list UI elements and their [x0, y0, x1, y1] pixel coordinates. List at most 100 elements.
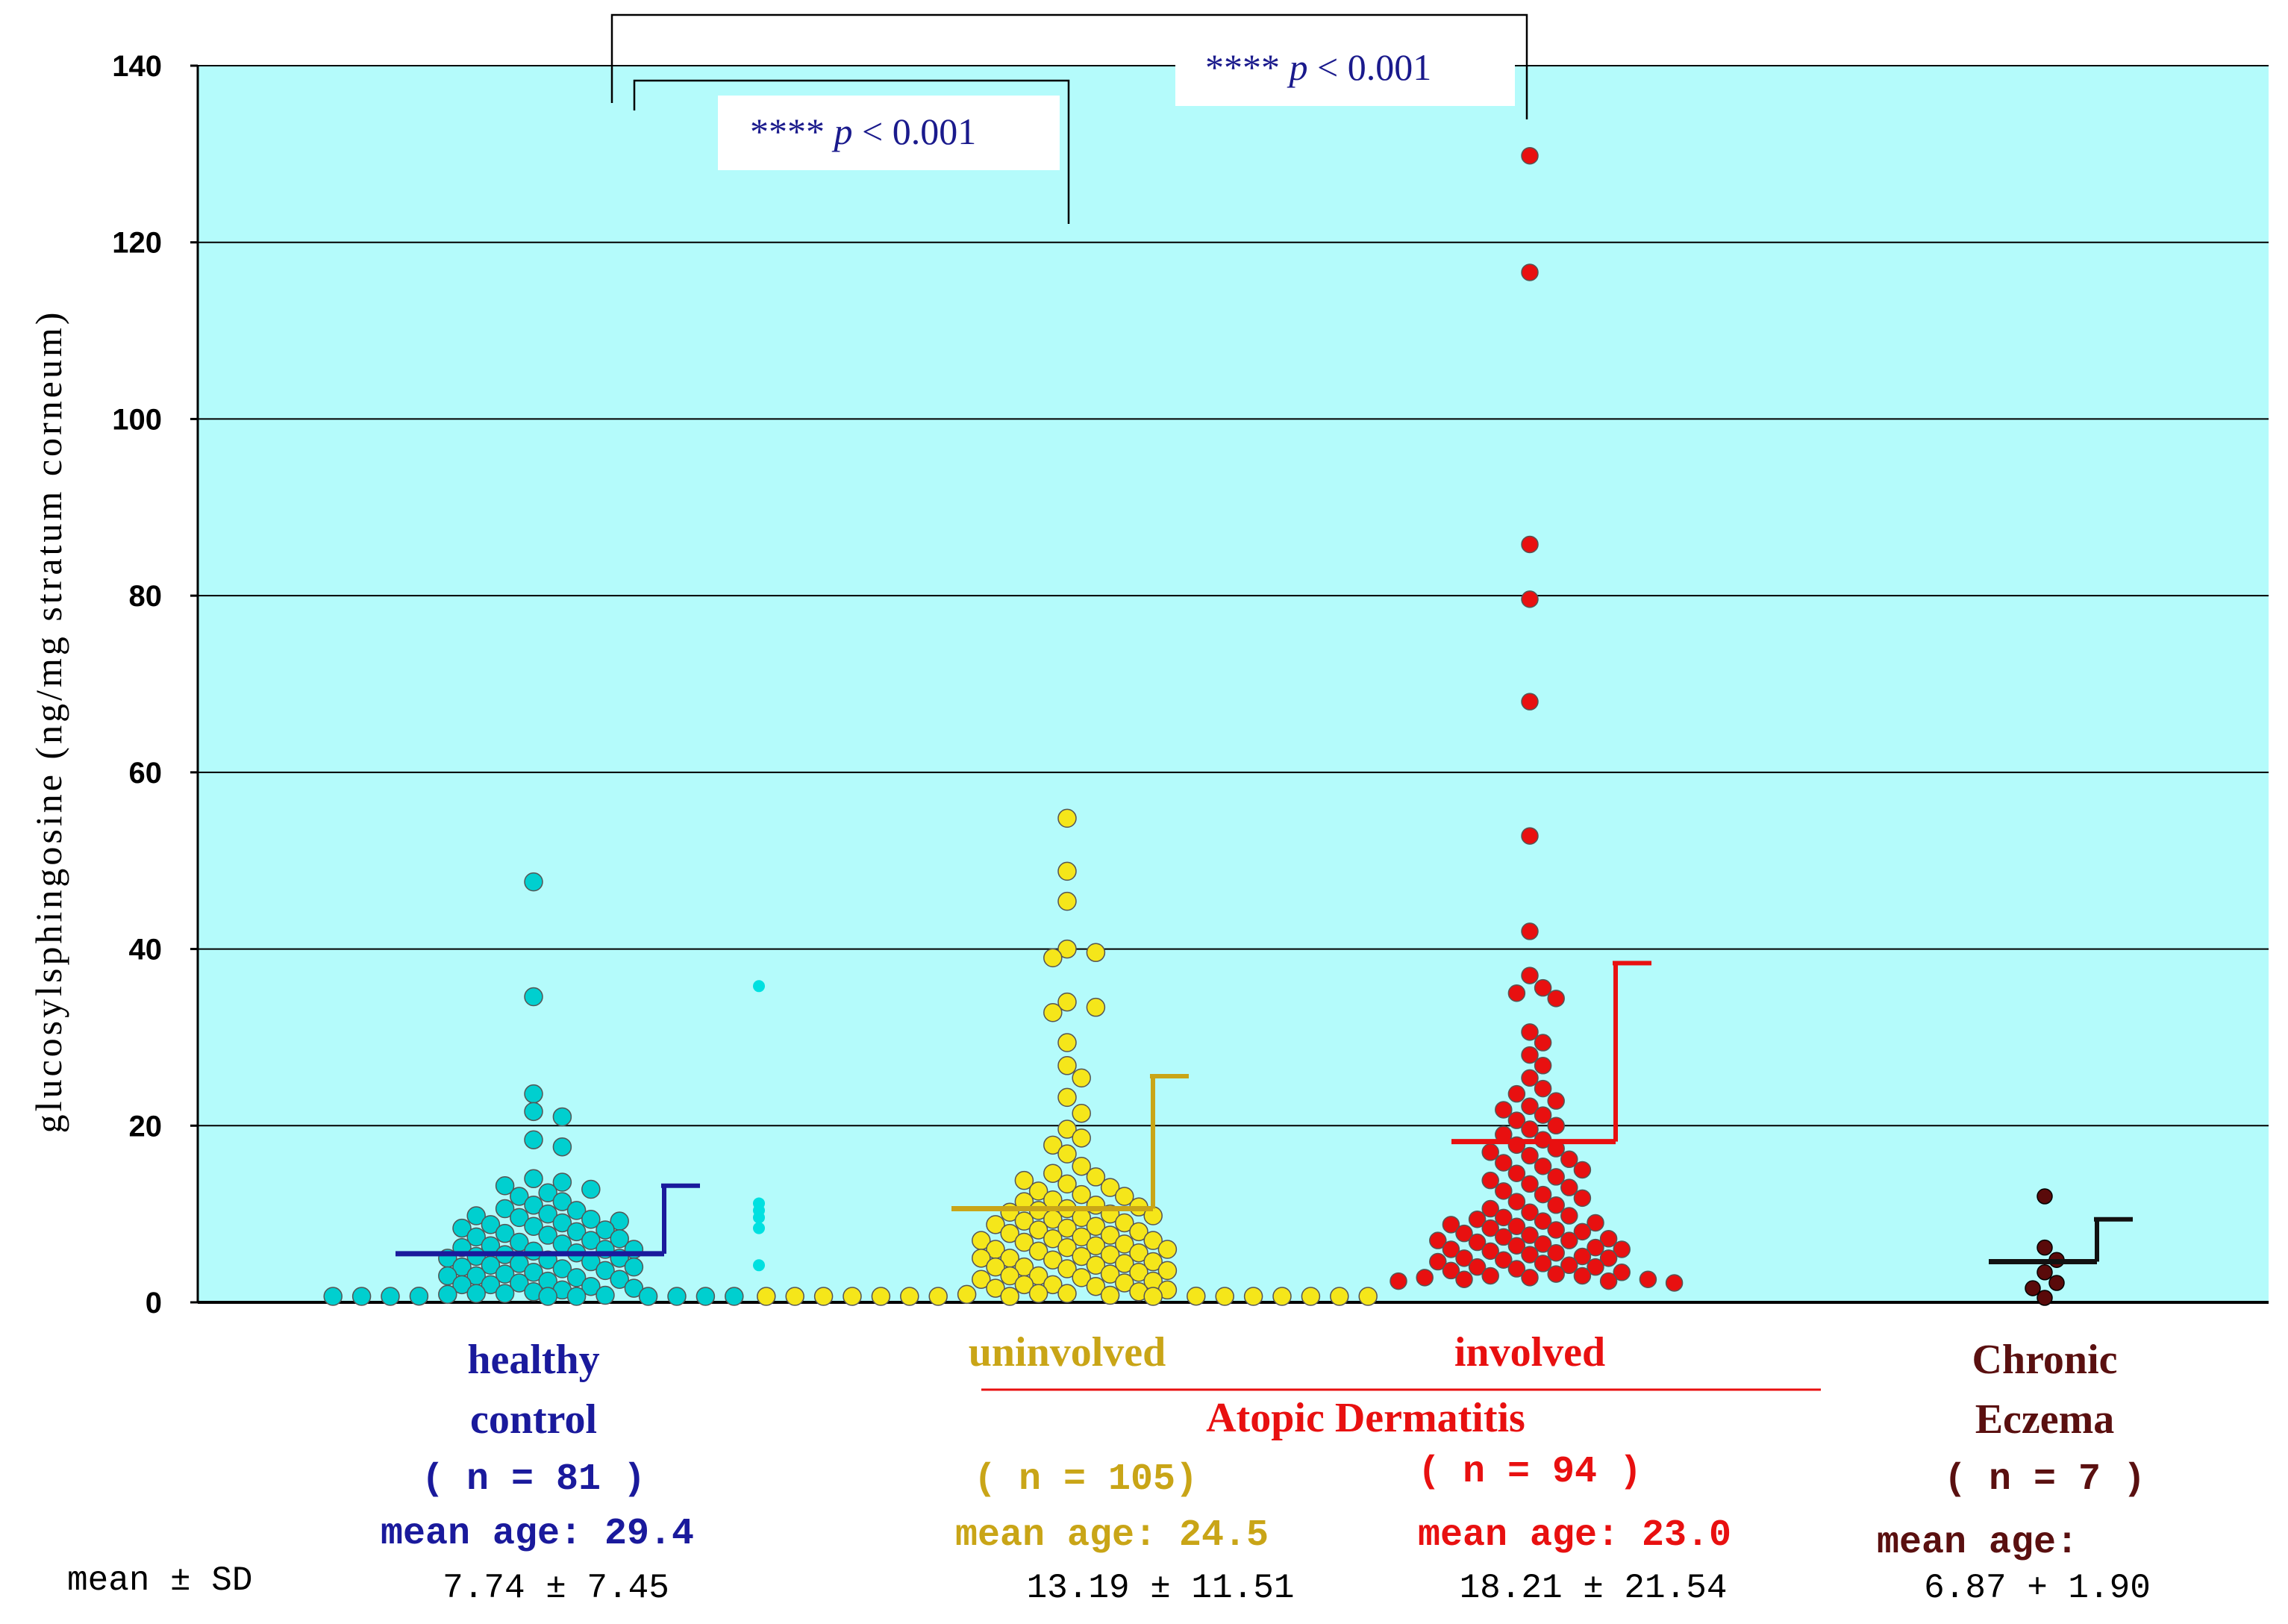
- involved-point-68: [1613, 1240, 1631, 1258]
- uninvolved-point-48: [1043, 1229, 1063, 1249]
- healthy-point-62: [452, 1275, 472, 1295]
- uninvolved-point-89: [1187, 1286, 1206, 1306]
- plot-background: [198, 66, 2269, 1302]
- healthy-point-26: [596, 1220, 615, 1240]
- chronic-age-label: mean age:: [1877, 1522, 2078, 1564]
- healthy-point-29: [538, 1225, 557, 1245]
- healthy-point-7: [524, 1169, 543, 1189]
- uninvolved-point-58: [1129, 1243, 1148, 1263]
- involved-point-5: [1521, 827, 1539, 845]
- uninvolved-point-69: [1057, 1259, 1077, 1278]
- involved-point-49: [1468, 1210, 1487, 1228]
- healthy-point-3: [524, 1102, 543, 1122]
- involved-point-40: [1495, 1182, 1513, 1200]
- y-tick-label-20: 20: [129, 1110, 163, 1143]
- extra-point-0: [753, 980, 765, 993]
- involved-point-83: [1613, 1264, 1631, 1281]
- healthy-point-8: [552, 1172, 572, 1192]
- involved-point-15: [1521, 1069, 1539, 1087]
- uninvolved-point-24: [1028, 1181, 1048, 1201]
- uninvolved-point-45: [1000, 1223, 1019, 1243]
- uninvolved-point-79: [1043, 1275, 1063, 1295]
- involved-point-41: [1534, 1185, 1552, 1204]
- uninvolved-point-76: [972, 1269, 991, 1289]
- y-tick-label-60: 60: [129, 757, 163, 790]
- involved-point-89: [1455, 1270, 1473, 1288]
- healthy-point-24: [524, 1217, 543, 1236]
- healthy-point-2: [524, 1084, 543, 1104]
- uninvolved-point-14: [1057, 1119, 1077, 1139]
- involved-point-36: [1547, 1168, 1565, 1186]
- involved-point-63: [1468, 1233, 1487, 1252]
- uninvolved-point-57: [1028, 1241, 1048, 1261]
- involved-point-37: [1481, 1171, 1499, 1190]
- involved-point-82: [1442, 1261, 1460, 1280]
- healthy-point-28: [495, 1223, 515, 1243]
- uninvolved-point-60: [1072, 1246, 1091, 1267]
- extra-point-4: [753, 1222, 765, 1234]
- uninvolved-point-72: [1100, 1264, 1120, 1284]
- involved-point-16: [1534, 1079, 1552, 1098]
- healthy-point-57: [566, 1268, 587, 1287]
- involved-point-13: [1521, 1046, 1539, 1064]
- involved-point-91: [1599, 1272, 1618, 1290]
- healthy-point-76: [696, 1287, 716, 1306]
- uninvolved-point-93: [900, 1287, 919, 1306]
- healthy-point-58: [610, 1269, 629, 1289]
- healthy-point-27: [566, 1222, 587, 1242]
- uninvolved-point-11: [1072, 1068, 1091, 1088]
- involved-point-32: [1495, 1154, 1513, 1172]
- uninvolved-point-95: [871, 1287, 891, 1306]
- healthy-point-52: [596, 1261, 615, 1281]
- healthy-point-18: [466, 1206, 486, 1225]
- y-tick-label-120: 120: [112, 227, 162, 260]
- healthy-point-23: [481, 1215, 501, 1234]
- sig-box-1: [718, 96, 1060, 170]
- healthy-point-4: [552, 1107, 572, 1127]
- involved-point-10: [1547, 990, 1565, 1008]
- healthy-point-63: [581, 1276, 601, 1296]
- involved-point-42: [1573, 1189, 1592, 1208]
- involved-point-56: [1573, 1222, 1592, 1241]
- uninvolved-point-91: [928, 1287, 948, 1306]
- significance-brackets: **** p < 0.001 **** p < 0.001: [610, 13, 1528, 224]
- healthy-point-32: [581, 1231, 601, 1250]
- involved-point-34: [1573, 1161, 1592, 1179]
- involved-point-60: [1599, 1230, 1618, 1248]
- healthy-point-74: [381, 1287, 400, 1306]
- healthy-point-30: [466, 1227, 486, 1247]
- healthy-point-13: [552, 1192, 572, 1211]
- uninvolved-point-4: [1086, 943, 1106, 963]
- uninvolved-point-23: [1100, 1178, 1120, 1197]
- involved-point-81: [1507, 1260, 1526, 1278]
- uninvolved-point-39: [1115, 1213, 1134, 1233]
- uninvolved-point-90: [1000, 1287, 1019, 1306]
- uninvolved-point-88: [1100, 1285, 1120, 1305]
- healthy-point-56: [438, 1266, 457, 1286]
- involved-point-7: [1521, 966, 1539, 984]
- uninvolved-point-104: [757, 1287, 776, 1306]
- involved-point-22: [1507, 1111, 1526, 1129]
- involved-point-43: [1507, 1193, 1526, 1211]
- healthy-label-line-1: control: [470, 1396, 597, 1443]
- involved-point-33: [1534, 1157, 1552, 1175]
- involved-point-57: [1455, 1224, 1473, 1243]
- healthy-point-61: [481, 1275, 501, 1295]
- involved-point-51: [1587, 1214, 1604, 1232]
- uninvolved-point-22: [1057, 1174, 1077, 1194]
- uninvolved-point-53: [1086, 1236, 1106, 1256]
- involved-point-73: [1455, 1249, 1473, 1267]
- uninvolved-point-87: [957, 1284, 977, 1305]
- involved-point-8: [1534, 978, 1552, 997]
- involved-point-55: [1547, 1221, 1565, 1239]
- involved-point-90: [1639, 1270, 1657, 1288]
- chronic-point-4: [2048, 1275, 2065, 1291]
- healthy-point-67: [495, 1284, 515, 1303]
- healthy-point-77: [351, 1287, 372, 1306]
- involved-point-93: [1665, 1274, 1684, 1292]
- uninvolved-point-70: [1157, 1261, 1178, 1281]
- involved-point-50: [1534, 1212, 1552, 1230]
- involved-point-21: [1534, 1106, 1552, 1124]
- healthy-point-22: [552, 1213, 572, 1233]
- involved-point-17: [1507, 1084, 1526, 1103]
